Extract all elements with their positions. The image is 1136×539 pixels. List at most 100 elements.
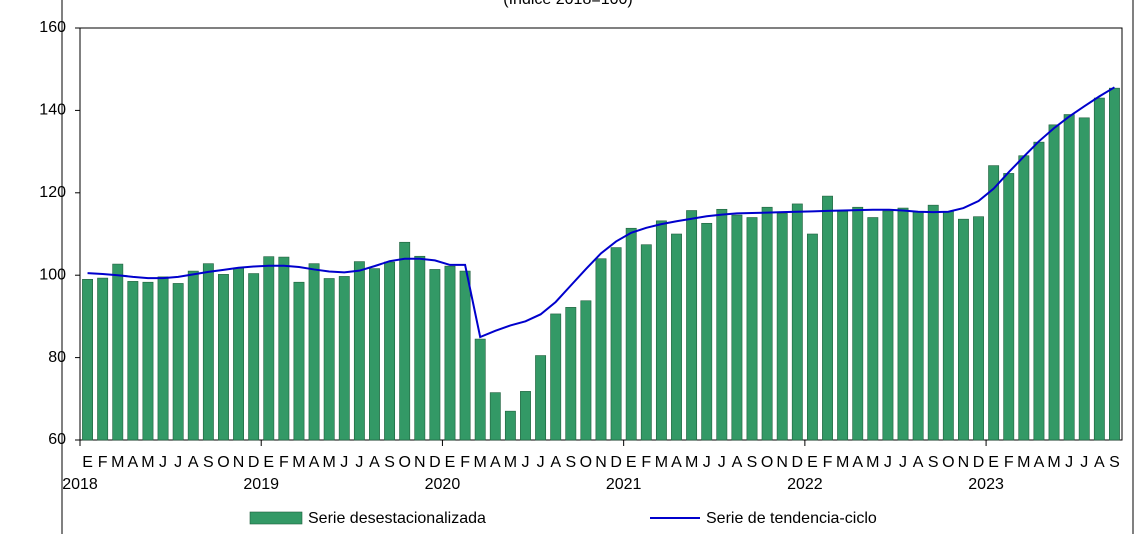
bar [701,222,713,441]
bar [716,208,728,441]
x-tick-label: A [732,454,743,471]
bar [1033,141,1045,441]
year-label: 2018 [62,476,98,493]
bar [1003,173,1015,441]
x-tick-label: J [159,454,167,471]
legend-swatch [249,511,303,525]
bar [927,204,939,441]
bar [671,233,682,441]
bar [429,269,441,441]
bar [822,195,833,441]
x-tick-label: A [852,454,863,471]
bar [806,233,818,441]
x-tick-label: A [128,454,139,471]
bar [595,258,607,441]
bar [278,256,290,441]
x-tick-label: E [445,454,456,471]
bar [1093,97,1105,441]
bar [761,206,773,441]
x-tick-label: N [414,454,426,471]
trend-line [87,86,1115,339]
x-tick-label: S [747,454,758,471]
bar [338,276,350,441]
x-tick-label: J [1065,454,1073,471]
bar [399,241,411,441]
x-tick-label: M [685,454,698,471]
bar [988,165,1000,441]
bar [655,220,667,441]
x-tick-label: J [537,454,545,471]
bar [444,265,456,441]
x-tick-label: J [1080,454,1088,471]
x-tick-label: J [718,454,726,471]
bar [625,227,637,441]
bar [142,281,154,441]
bar [97,277,109,441]
bar [308,263,320,441]
bar [353,261,365,441]
y-tick-label: 60 [48,431,66,448]
x-tick-label: A [309,454,320,471]
bar [248,273,260,441]
x-tick-label: E [988,454,999,471]
bar [973,216,984,441]
bar [1063,114,1075,441]
x-tick-label: N [233,454,245,471]
bar [384,261,396,441]
bar [504,410,516,441]
x-tick-label: F [641,454,651,471]
x-tick-label: S [565,454,576,471]
x-tick-label: A [1094,454,1105,471]
bar [565,307,577,441]
x-tick-label: M [1017,454,1030,471]
bar [640,244,652,441]
x-tick-label: J [521,454,529,471]
x-tick-label: F [98,454,108,471]
x-tick-label: S [1109,454,1120,471]
year-label: 2019 [243,476,279,493]
y-tick-label: 160 [39,19,66,36]
chart-subtitle: (Índice 2018=100) [503,0,632,8]
x-tick-label: J [884,454,892,471]
bar [791,203,803,441]
y-tick-label: 120 [39,184,66,201]
x-tick-label: A [188,454,199,471]
bar [202,263,214,441]
bar [837,211,849,441]
bar [187,270,199,441]
x-tick-label: A [913,454,924,471]
bar [882,210,894,441]
bar [459,270,471,441]
bar [580,300,592,441]
bar [489,392,501,441]
x-tick-label: A [369,454,380,471]
bar [867,217,879,441]
x-tick-label: M [866,454,879,471]
bar [550,313,562,441]
x-tick-label: D [248,454,260,471]
x-tick-label: D [792,454,804,471]
x-tick-label: F [279,454,289,471]
x-tick-label: O [761,454,773,471]
y-tick-label: 140 [39,102,66,119]
x-tick-label: M [474,454,487,471]
x-tick-label: M [323,454,336,471]
x-tick-label: S [203,454,214,471]
x-tick-label: S [928,454,939,471]
bar [112,263,124,441]
bar [731,214,743,441]
x-tick-label: J [174,454,182,471]
x-tick-label: O [580,454,592,471]
bar [293,281,305,441]
bar [958,218,969,441]
year-label: 2020 [425,476,461,493]
legend-label: Serie desestacionalizada [308,510,486,527]
x-tick-label: E [263,454,274,471]
x-tick-label: S [384,454,395,471]
bar [1109,87,1120,441]
bar [912,211,924,441]
y-tick-label: 80 [48,349,66,366]
x-tick-label: E [626,454,637,471]
year-label: 2022 [787,476,823,493]
x-tick-label: J [340,454,348,471]
